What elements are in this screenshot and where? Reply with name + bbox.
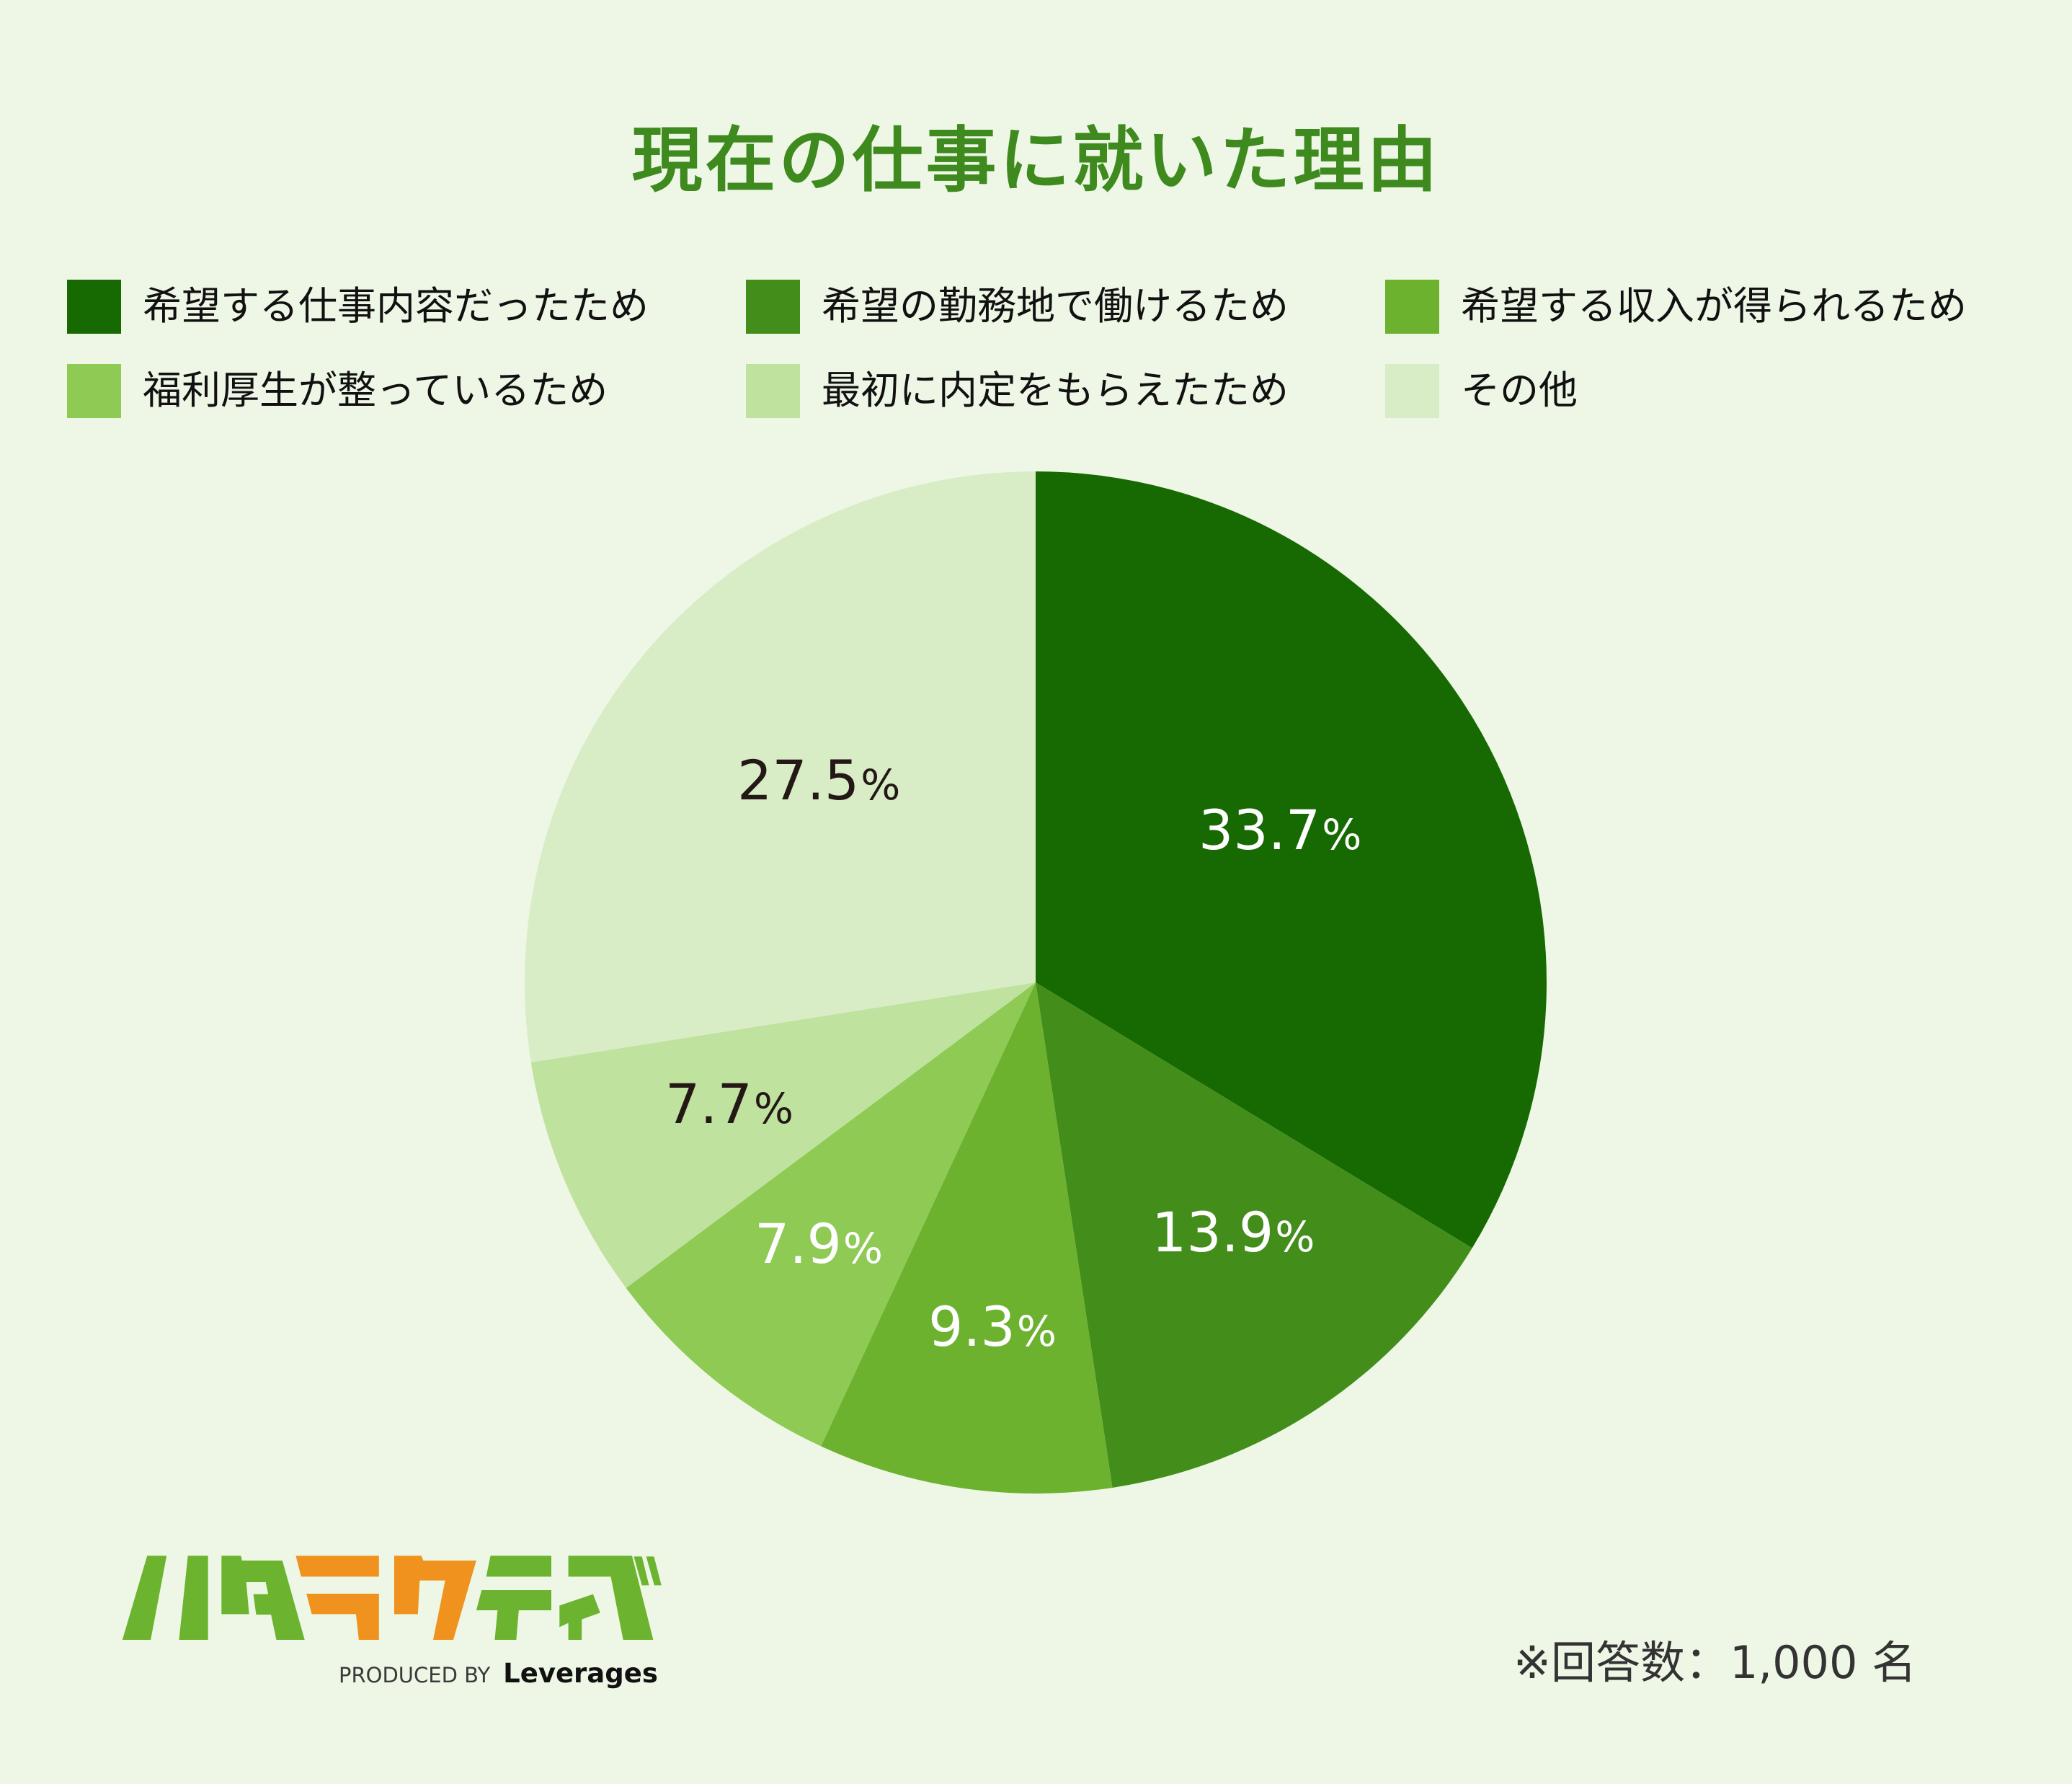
- legend-item-desired-income: 希望する収入が得られるため: [1385, 279, 1967, 334]
- slice-unit: %: [1275, 1212, 1315, 1261]
- slice-unit: %: [861, 760, 901, 809]
- legend-item-desired-location: 希望の勤務地で働けるため: [746, 279, 1289, 334]
- slice-label-first-offer: 7.7%: [665, 1077, 793, 1136]
- legend-label: その他: [1461, 368, 1578, 413]
- legend-swatch: [1385, 363, 1439, 418]
- slice-label-desired-income: 9.3%: [928, 1300, 1057, 1359]
- produced-by-text: PRODUCED BY: [339, 1663, 491, 1687]
- legend-label: 希望の勤務地で働けるため: [822, 283, 1289, 329]
- slice-value: 33.7: [1199, 798, 1321, 862]
- legend-item-first-offer: 最初に内定をもらえたため: [746, 363, 1289, 418]
- legend-label: 福利厚生が整っているため: [143, 368, 608, 413]
- legend-swatch: [1385, 279, 1439, 334]
- produced-by-credit: PRODUCED BY Leverages: [339, 1658, 658, 1689]
- legend-swatch: [67, 363, 121, 418]
- slice-value: 7.9: [755, 1212, 842, 1276]
- slice-label-welfare: 7.9%: [755, 1217, 883, 1276]
- legend-item-other: その他: [1385, 363, 1578, 418]
- pie-slice: [1036, 982, 1472, 1488]
- legend-swatch: [746, 363, 800, 418]
- slice-value: 27.5: [737, 748, 860, 812]
- legend-item-desired-job-content: 希望する仕事内容だったため: [67, 279, 649, 334]
- legend-label: 最初に内定をもらえたため: [822, 368, 1289, 413]
- slice-unit: %: [842, 1224, 883, 1273]
- pie-slice: [524, 471, 1036, 1062]
- slice-label-desired-job-content: 33.7%: [1199, 803, 1361, 862]
- slice-label-desired-location: 13.9%: [1152, 1205, 1315, 1264]
- legend-label: 希望する仕事内容だったため: [143, 283, 649, 329]
- pie-slice: [821, 982, 1113, 1494]
- slice-value: 9.3: [928, 1295, 1015, 1359]
- legend-item-welfare: 福利厚生が整っているため: [67, 363, 608, 418]
- slice-value: 13.9: [1152, 1200, 1274, 1264]
- hataractive-logo: [122, 1556, 662, 1640]
- pie-slice: [1036, 471, 1547, 1248]
- chart-title: 現在の仕事に就いた理由: [631, 120, 1441, 202]
- slice-unit: %: [1016, 1307, 1057, 1356]
- pie-slice: [530, 982, 1036, 1288]
- legend-swatch: [746, 279, 800, 334]
- slice-value: 7.7: [665, 1072, 752, 1136]
- respondent-count-note: ※回答数：1,000 名: [1513, 1636, 1917, 1689]
- slice-unit: %: [1322, 810, 1362, 859]
- pie-slice: [626, 982, 1036, 1447]
- leverages-wordmark: Leverages: [503, 1658, 658, 1689]
- slice-unit: %: [753, 1084, 793, 1133]
- legend-label: 希望する収入が得られるため: [1461, 283, 1967, 329]
- legend-swatch: [67, 279, 121, 334]
- slice-label-other: 27.5%: [737, 753, 900, 812]
